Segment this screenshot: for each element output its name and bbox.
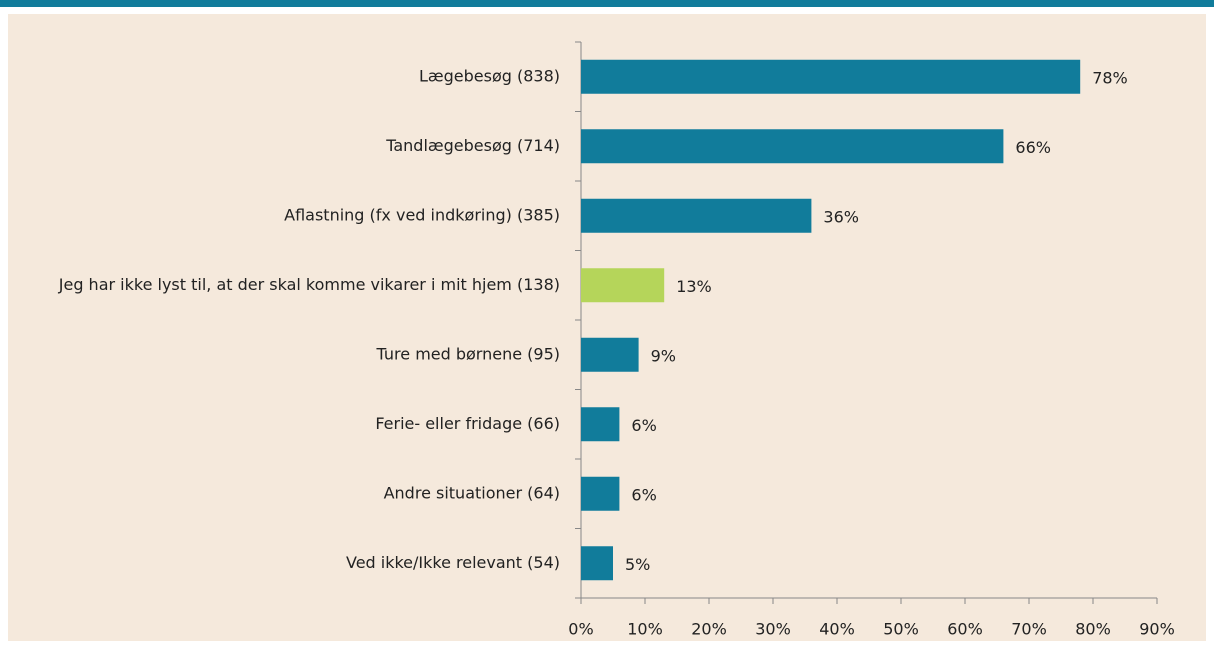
bar: [581, 268, 665, 303]
bar: [581, 198, 812, 233]
value-label: 13%: [676, 277, 712, 296]
y-tick-label: Ture med børnene (95): [376, 344, 560, 363]
y-tick-label: Tandlægebesøg (714): [385, 136, 560, 155]
value-label: 6%: [631, 485, 656, 504]
y-tick-label: Ferie- eller fridage (66): [375, 414, 560, 433]
bar: [581, 546, 613, 581]
bar: [581, 337, 639, 372]
y-tick-label: Aflastning (fx ved indkøring) (385): [284, 205, 560, 224]
y-tick-label: Ved ikke/Ikke relevant (54): [346, 553, 560, 572]
bar: [581, 59, 1081, 94]
x-tick-label: 70%: [1011, 620, 1047, 639]
x-tick-label: 50%: [883, 620, 919, 639]
x-tick-label: 20%: [691, 620, 727, 639]
value-label: 66%: [1015, 138, 1051, 157]
value-label: 5%: [625, 555, 650, 574]
value-label: 9%: [651, 346, 676, 365]
x-tick-label: 0%: [568, 620, 593, 639]
x-tick-label: 60%: [947, 620, 983, 639]
y-tick-label: Andre situationer (64): [384, 483, 560, 502]
y-tick-label: Jeg har ikke lyst til, at der skal komme…: [58, 275, 560, 294]
value-label: 78%: [1092, 68, 1128, 87]
bar: [581, 129, 1004, 164]
y-tick-label: Lægebesøg (838): [419, 66, 560, 85]
bar: [581, 407, 620, 442]
x-tick-label: 30%: [755, 620, 791, 639]
x-tick-label: 80%: [1075, 620, 1111, 639]
value-label: 6%: [631, 416, 656, 435]
panel: [8, 14, 1206, 641]
top-band: [0, 0, 1214, 7]
value-label: 36%: [823, 207, 859, 226]
x-tick-label: 10%: [627, 620, 663, 639]
x-tick-label: 90%: [1139, 620, 1175, 639]
bar: [581, 476, 620, 511]
x-tick-label: 40%: [819, 620, 855, 639]
